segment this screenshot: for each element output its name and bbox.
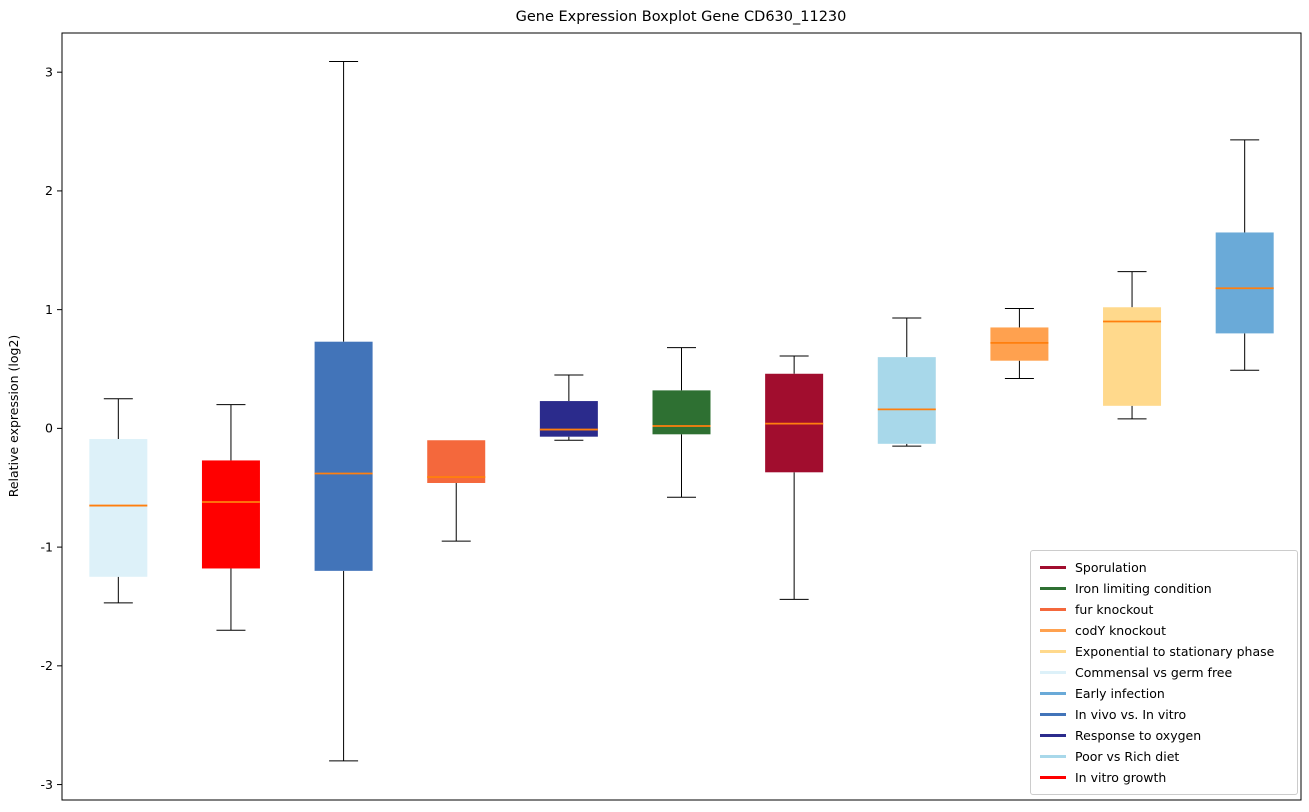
box-group (1215, 139, 1274, 371)
y-tick-label: -2 (41, 658, 53, 673)
legend-item-label: In vitro growth (1075, 770, 1167, 785)
legend-item-label: Iron limiting condition (1075, 581, 1212, 596)
legend-item-label: codY knockout (1075, 623, 1167, 638)
legend-swatch-icon (1040, 650, 1066, 653)
boxplot-box (427, 440, 486, 483)
legend-swatch-icon (1040, 713, 1066, 716)
box-group (1103, 271, 1162, 420)
box-group (427, 440, 486, 542)
legend-item: Poor vs Rich diet (1040, 746, 1288, 767)
legend-item: Response to oxygen (1040, 725, 1288, 746)
legend-swatch-icon (1040, 587, 1066, 590)
y-tick-label: 1 (45, 302, 53, 317)
legend-item: In vivo vs. In vitro (1040, 704, 1288, 725)
box-group (990, 307, 1049, 380)
boxplot-box (652, 390, 711, 435)
box-group (877, 317, 936, 447)
box-group (765, 355, 824, 600)
legend: Sporulation Iron limiting condition fur kn… (1030, 550, 1298, 795)
y-tick-label: 3 (45, 64, 53, 79)
legend-swatch-icon (1040, 566, 1066, 569)
y-tick-label: 2 (45, 183, 53, 198)
box-group (314, 60, 373, 762)
legend-item-label: Exponential to stationary phase (1075, 644, 1275, 659)
y-axis-label: Relative expression (log2) (6, 335, 21, 498)
legend-item: Early infection (1040, 683, 1288, 704)
legend-item: Exponential to stationary phase (1040, 641, 1288, 662)
legend-swatch-icon (1040, 692, 1066, 695)
legend-item: Iron limiting condition (1040, 578, 1288, 599)
legend-item-label: fur knockout (1075, 602, 1154, 617)
box-group (201, 404, 260, 631)
boxplot-box (990, 327, 1049, 361)
boxplot-box (1215, 232, 1274, 334)
legend-item: In vitro growth (1040, 767, 1288, 788)
legend-item-label: Sporulation (1075, 560, 1147, 575)
legend-swatch-icon (1040, 608, 1066, 611)
boxplot-boxes (89, 60, 1274, 762)
legend-swatch-icon (1040, 755, 1066, 758)
legend-swatch-icon (1040, 776, 1066, 779)
axes-frame (61, 32, 1302, 801)
legend-item: Commensal vs germ free (1040, 662, 1288, 683)
legend-swatch-icon (1040, 671, 1066, 674)
legend-item: fur knockout (1040, 599, 1288, 620)
chart-title: Gene Expression Boxplot Gene CD630_11230 (516, 9, 847, 25)
box-group (652, 347, 711, 498)
legend-item-label: Early infection (1075, 686, 1165, 701)
legend-item-label: Commensal vs germ free (1075, 665, 1233, 680)
y-tick-label: -1 (41, 539, 53, 554)
legend-item-label: Poor vs Rich diet (1075, 749, 1180, 764)
box-group (539, 374, 598, 441)
y-tick-label: 0 (45, 421, 53, 436)
legend-item: codY knockout (1040, 620, 1288, 641)
boxplot-box (877, 357, 936, 444)
legend-item-label: In vivo vs. In vitro (1075, 707, 1187, 722)
boxplot-box (539, 401, 598, 437)
legend-swatch-icon (1040, 734, 1066, 737)
y-tick-label: -3 (41, 777, 53, 792)
boxplot-box (201, 460, 260, 569)
box-group (89, 398, 148, 604)
legend-item-label: Response to oxygen (1075, 728, 1202, 743)
legend-item: Sporulation (1040, 557, 1288, 578)
y-axis-ticks: -3 -2 -1 0 1 2 3 (41, 64, 62, 792)
boxplot-box (314, 341, 373, 571)
boxplot-box (89, 439, 148, 577)
boxplot-box (1103, 307, 1162, 406)
legend-swatch-icon (1040, 629, 1066, 632)
